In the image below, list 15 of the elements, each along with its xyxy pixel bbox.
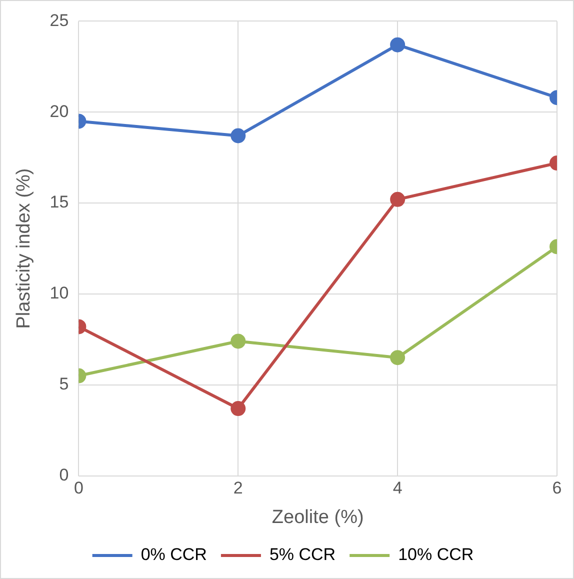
y-tick-label: 0 xyxy=(59,465,69,484)
legend-label: 0% CCR xyxy=(140,545,207,564)
legend-label: 10% CCR xyxy=(398,545,474,564)
y-tick-label: 10 xyxy=(50,284,69,303)
y-tick-label: 5 xyxy=(59,374,69,394)
y-tick-label: 25 xyxy=(50,10,69,30)
x-tick-label: 6 xyxy=(552,478,562,498)
x-axis-title: Zeolite (%) xyxy=(272,506,364,528)
x-tick-label: 2 xyxy=(233,478,243,498)
legend-label: 5% CCR xyxy=(269,545,336,564)
y-tick-label: 20 xyxy=(50,102,69,121)
y-axis-title: Plasticity index (%) xyxy=(14,168,35,329)
x-tick-label: 4 xyxy=(392,478,402,498)
y-tick-label: 15 xyxy=(50,192,69,212)
x-tick-label: 0 xyxy=(74,478,84,498)
